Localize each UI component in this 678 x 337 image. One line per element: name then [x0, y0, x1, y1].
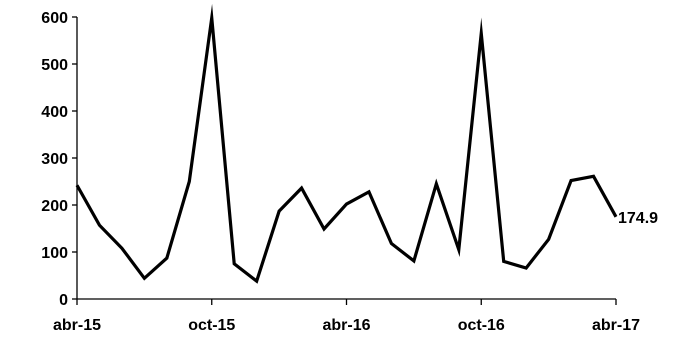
- x-tick-label: oct-16: [458, 317, 505, 334]
- y-tick-label: 600: [41, 10, 68, 27]
- x-tick-label: abr-17: [592, 317, 640, 334]
- y-tick-label: 100: [41, 245, 68, 262]
- series-layer: [77, 18, 616, 281]
- x-tick-label: abr-15: [53, 317, 101, 334]
- x-tick-label: oct-15: [188, 317, 235, 334]
- y-tick-label: 500: [41, 57, 68, 74]
- y-tick-label: 200: [41, 198, 68, 215]
- y-tick-label: 0: [59, 292, 68, 309]
- x-tick-label: abr-16: [322, 317, 370, 334]
- series-line: [77, 18, 616, 281]
- y-axis: 0 100 200 300 400 500 600: [41, 10, 77, 309]
- y-tick-label: 400: [41, 104, 68, 121]
- x-axis: abr-15 oct-15 abr-16 oct-16 abr-17: [53, 299, 640, 334]
- end-value-label: 174.9: [618, 210, 658, 227]
- y-tick-label: 300: [41, 151, 68, 168]
